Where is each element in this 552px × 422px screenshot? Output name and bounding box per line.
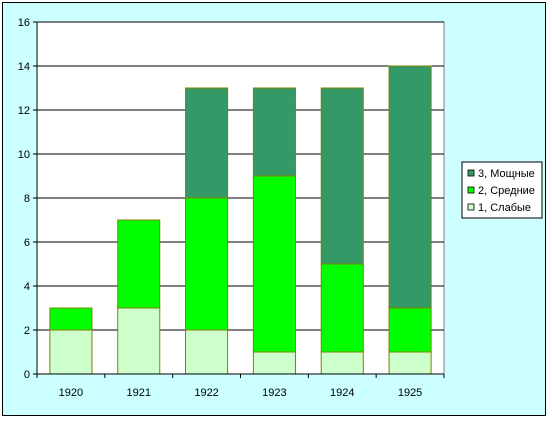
legend-swatch-series-3: [467, 169, 475, 177]
x-tick-label: 1921: [127, 387, 151, 399]
bar-segment-1923-series-1: [252, 351, 296, 375]
bar-segment-1925-series-2: [388, 307, 432, 353]
legend: 3, Мощные 2, Средние 1, Слабые: [461, 161, 543, 219]
y-tick-label: 0: [24, 369, 30, 381]
x-tick-label: 1922: [194, 387, 218, 399]
legend-swatch-series-1: [467, 203, 475, 211]
legend-swatch-series-2: [467, 186, 475, 194]
bar-segment-1923-series-2: [252, 175, 296, 353]
y-tick-label: 6: [24, 237, 30, 249]
x-tick-label: 1925: [398, 387, 422, 399]
x-tick-label: 1923: [262, 387, 286, 399]
legend-label-series-2: 2, Средние: [478, 185, 535, 197]
y-tick-label: 14: [18, 61, 30, 73]
bar-segment-1921-series-2: [117, 219, 161, 309]
bar-segment-1925-series-3: [388, 65, 432, 309]
y-tick-label: 12: [18, 105, 30, 117]
bar-segment-1920-series-2: [49, 307, 93, 331]
bar-segment-1922-series-1: [185, 329, 229, 375]
bar-segment-1922-series-3: [185, 87, 229, 199]
x-tick-label: 1920: [59, 387, 83, 399]
axes: 0 2 4 6 8 10 12 14 16 1920 1921 1922 1923 1924 1925: [18, 17, 445, 399]
x-tick-label: 1924: [330, 387, 354, 399]
bars: [49, 65, 432, 375]
bar-segment-1922-series-2: [185, 197, 229, 331]
bar-segment-1924-series-1: [320, 351, 364, 375]
y-tick-label: 10: [18, 149, 30, 161]
legend-label-series-3: 3, Мощные: [478, 168, 535, 180]
bar-segment-1920-series-1: [49, 329, 93, 375]
bar-segment-1923-series-3: [252, 87, 296, 177]
y-tick-label: 4: [24, 281, 30, 293]
bar-segment-1924-series-3: [320, 87, 364, 265]
bar-segment-1925-series-1: [388, 351, 432, 375]
y-tick-label: 16: [18, 17, 30, 29]
bar-segment-1921-series-1: [117, 307, 161, 375]
y-tick-label: 2: [24, 325, 30, 337]
bar-segment-1924-series-2: [320, 263, 364, 353]
y-tick-label: 8: [24, 193, 30, 205]
legend-label-series-1: 1, Слабые: [478, 202, 531, 214]
gridlines: [37, 21, 444, 331]
legend-box: [461, 161, 543, 219]
